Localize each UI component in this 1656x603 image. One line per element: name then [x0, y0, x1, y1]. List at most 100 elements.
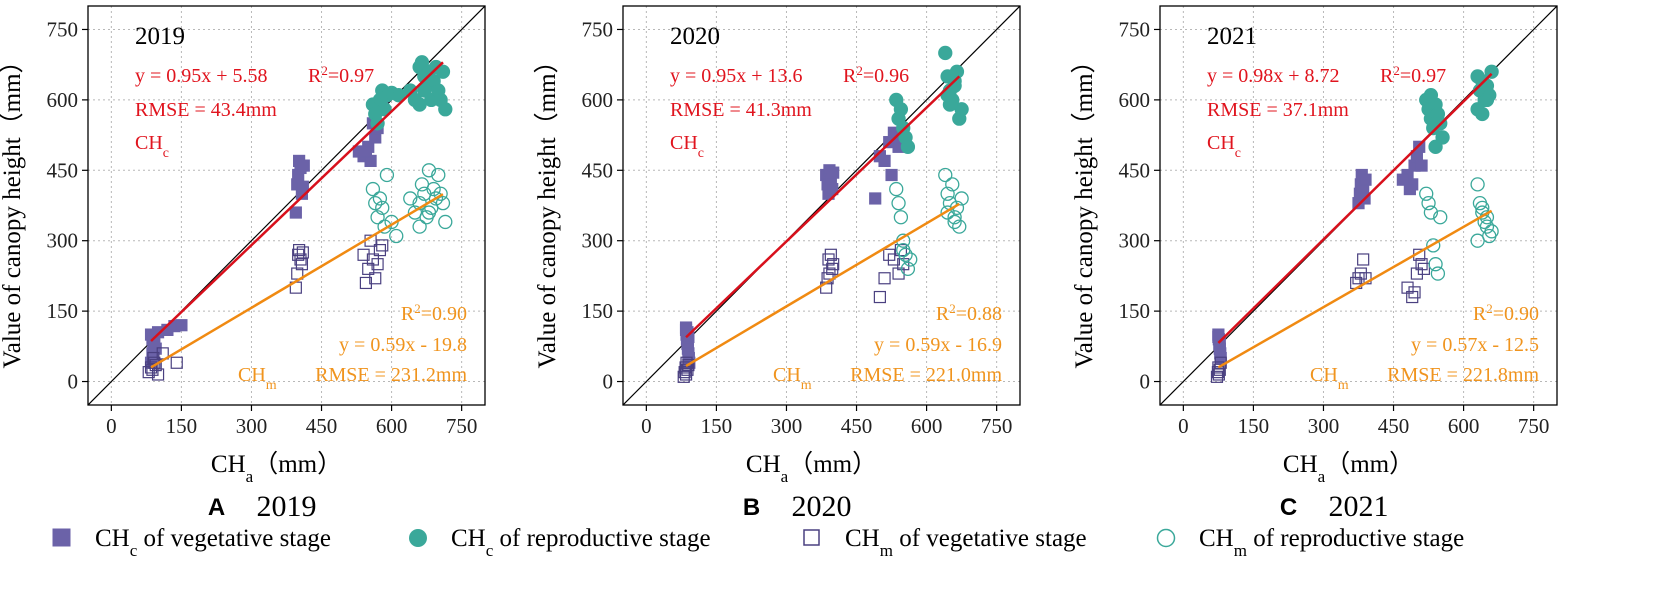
- data-point: [371, 258, 384, 271]
- x-tick-label: 0: [641, 414, 652, 438]
- data-point: [412, 97, 427, 112]
- data-point: [417, 83, 432, 98]
- data-point: [431, 167, 446, 183]
- year-label: 2019: [135, 23, 185, 50]
- data-point: [947, 210, 962, 225]
- data-point: [1357, 253, 1370, 266]
- data-point: [947, 214, 962, 230]
- y-tick-label: 750: [47, 17, 79, 41]
- data-point: [426, 181, 441, 197]
- x-tick-label: 600: [1448, 414, 1480, 438]
- data-point: [1426, 238, 1441, 253]
- data-point: [942, 97, 958, 112]
- data-point: [1470, 102, 1485, 117]
- year-label: 2021: [1207, 23, 1257, 50]
- data-point: [1421, 196, 1436, 211]
- chm-label: CHm: [773, 364, 812, 393]
- series-1: [1212, 140, 1428, 365]
- chc-rmse: RMSE = 43.4mm: [135, 99, 277, 121]
- data-point: [826, 262, 839, 275]
- x-tick-label: 300: [236, 414, 268, 438]
- y-tick-label: 150: [47, 299, 79, 323]
- data-point: [175, 319, 188, 332]
- data-point: [900, 139, 916, 154]
- x-tick-label: 600: [376, 414, 408, 438]
- data-point: [296, 246, 309, 259]
- data-point: [294, 253, 307, 266]
- legend-marker: [803, 529, 820, 546]
- legend-label: CHm of vegetative stage: [845, 525, 1087, 560]
- data-point: [823, 267, 836, 280]
- y-tick-label: 450: [1119, 158, 1151, 182]
- data-point: [170, 356, 183, 369]
- data-point: [1423, 88, 1439, 103]
- x-tick-label: 750: [446, 414, 478, 438]
- data-point: [679, 361, 692, 374]
- chc-r2: R2=0.96: [843, 63, 909, 88]
- data-point: [414, 55, 430, 70]
- series-2: [1419, 64, 1499, 154]
- x-tick-label: 0: [106, 414, 117, 438]
- data-point: [295, 258, 309, 271]
- y-tick-label: 150: [1119, 299, 1151, 323]
- data-point: [428, 191, 444, 206]
- chm-label: CHm: [238, 364, 277, 393]
- data-point: [887, 253, 900, 266]
- chm-rmse: RMSE = 221.8mm: [1387, 364, 1539, 386]
- series-1: [679, 126, 908, 369]
- legend-item-2: CHc of reproductive stage: [409, 525, 711, 560]
- chm-equation: y = 0.59x - 16.9: [874, 334, 1002, 356]
- data-point: [885, 168, 898, 182]
- panel-year: 2021: [1329, 490, 1389, 523]
- data-point: [438, 214, 453, 230]
- data-point: [292, 248, 305, 261]
- data-point: [379, 167, 395, 183]
- data-point: [1359, 173, 1372, 186]
- data-point: [883, 248, 896, 261]
- data-point: [365, 181, 381, 197]
- data-point: [678, 366, 691, 379]
- data-point: [889, 181, 904, 197]
- fit-line-chm: [1217, 209, 1493, 369]
- data-point: [1428, 139, 1443, 154]
- data-point: [893, 210, 909, 225]
- x-tick-label: 750: [1518, 414, 1550, 438]
- data-point: [370, 210, 385, 225]
- year-label: 2020: [670, 23, 720, 50]
- data-point: [873, 290, 886, 304]
- data-point: [682, 330, 695, 344]
- fit-line-chc: [1217, 72, 1493, 344]
- data-point: [147, 351, 160, 365]
- data-point: [893, 102, 909, 117]
- data-point: [1433, 210, 1448, 225]
- data-point: [1401, 281, 1414, 294]
- data-point: [822, 253, 835, 266]
- data-point: [357, 248, 370, 261]
- data-point: [366, 253, 380, 266]
- y-tick-label: 450: [582, 158, 614, 182]
- chm-rmse: RMSE = 231.2mm: [315, 364, 467, 386]
- data-point: [1396, 173, 1409, 186]
- x-tick-label: 300: [771, 414, 803, 438]
- data-point: [438, 102, 453, 117]
- panel-b: 0 150 300 450 600 750 0 150 300 450 600 750 Value of…: [533, 5, 1021, 523]
- data-point: [940, 205, 955, 220]
- data-point: [1417, 262, 1430, 275]
- x-tick-label: 450: [1378, 414, 1410, 438]
- chc-rmse: RMSE = 41.3mm: [670, 99, 812, 121]
- chm-r2: R2=0.90: [401, 301, 467, 326]
- data-point: [435, 64, 451, 79]
- data-point: [1352, 272, 1365, 285]
- data-point: [1213, 363, 1226, 376]
- data-point: [1212, 368, 1225, 381]
- data-point: [359, 145, 372, 158]
- data-point: [377, 219, 392, 234]
- plot-frame: [622, 5, 1021, 406]
- chc-label: CHc: [1207, 132, 1241, 161]
- data-point: [949, 64, 965, 79]
- data-point: [369, 272, 382, 285]
- chm-equation: y = 0.57x - 12.5: [1411, 334, 1539, 356]
- data-point: [412, 219, 427, 234]
- y-tick-label: 600: [47, 88, 79, 112]
- data-point: [435, 196, 451, 211]
